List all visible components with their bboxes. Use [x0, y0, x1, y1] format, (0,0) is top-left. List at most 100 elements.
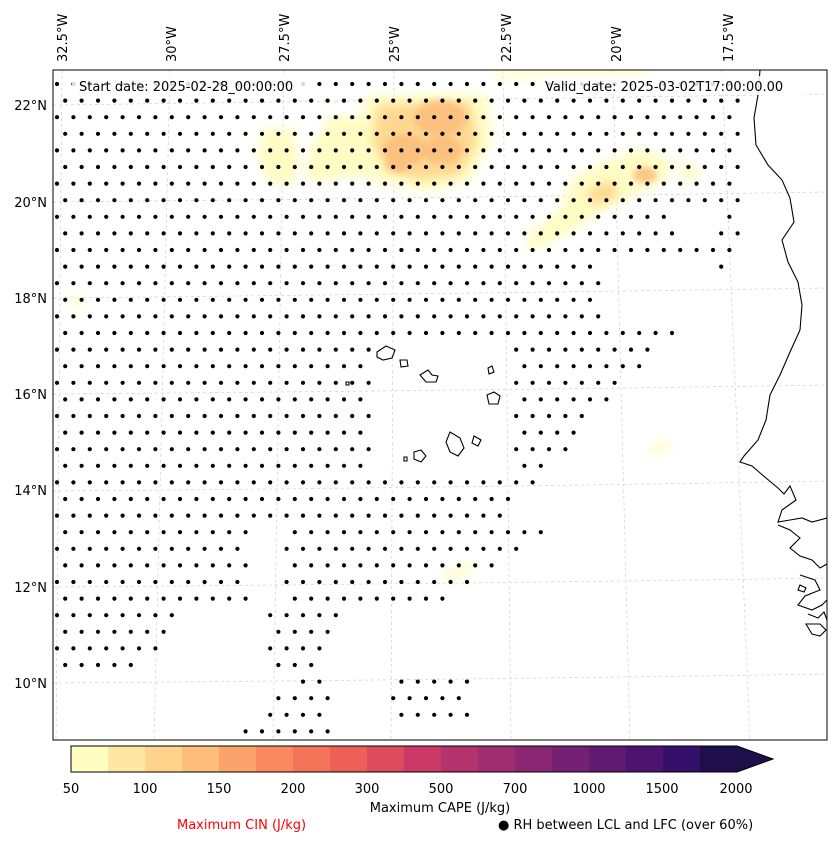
rh-dot — [358, 98, 363, 103]
rh-dot — [309, 330, 314, 336]
rh-dot — [186, 247, 191, 253]
rh-dot — [555, 198, 560, 203]
rh-dot — [284, 546, 289, 551]
rh-dot — [538, 463, 543, 468]
rh-dot — [587, 297, 593, 302]
rh-dot — [284, 579, 289, 585]
rh-dot — [284, 447, 289, 452]
rh-dot — [210, 563, 215, 568]
rh-dot — [489, 198, 494, 203]
rh-dot — [604, 231, 609, 236]
rh-dot — [341, 231, 347, 236]
rh-dot — [473, 198, 478, 203]
rh-dot — [391, 530, 396, 535]
rh-dot — [112, 297, 117, 302]
rh-dot — [251, 247, 256, 253]
rh-dot — [227, 496, 232, 502]
rh-dot — [382, 247, 388, 253]
rh-dot — [415, 579, 420, 585]
rh-dot — [71, 579, 76, 585]
rh-dot — [719, 264, 724, 269]
rh-dot — [169, 148, 174, 153]
rh-dot — [555, 264, 560, 269]
rh-dot — [579, 347, 584, 352]
rh-dot — [456, 131, 461, 136]
rh-dot — [366, 447, 371, 452]
rh-dot — [391, 563, 396, 568]
rh-dot — [530, 281, 535, 286]
rh-dot — [63, 164, 68, 170]
rh-dot — [104, 546, 109, 551]
rh-dot — [423, 198, 429, 203]
rh-dot — [243, 397, 248, 402]
rh-dot — [350, 447, 355, 452]
lon-label-32-5w: 32.5°W — [56, 14, 71, 62]
rh-dot — [120, 380, 125, 385]
rh-dot — [448, 247, 453, 253]
rh-dot — [227, 264, 232, 269]
rh-dot — [456, 231, 461, 236]
rh-dot — [366, 546, 371, 551]
rh-dot — [276, 662, 281, 668]
rh-dot — [579, 281, 584, 286]
rh-dot — [243, 164, 248, 170]
rh-dot — [341, 297, 347, 302]
rh-dot — [661, 214, 666, 219]
rh-dot — [186, 546, 191, 551]
rh-dot — [120, 447, 125, 452]
rh-dot — [235, 247, 240, 253]
rh-dot — [95, 563, 101, 568]
rh-dot — [415, 281, 420, 286]
rh-dot — [87, 214, 92, 219]
rh-dot — [194, 397, 199, 402]
rh-dot — [309, 131, 314, 136]
rh-dot — [374, 98, 379, 103]
rh-dot — [702, 131, 707, 136]
rh-dot — [407, 696, 412, 701]
rh-dot — [653, 131, 658, 136]
rh-dot — [169, 214, 174, 219]
rh-dot — [71, 281, 76, 286]
rh-dot — [268, 480, 273, 485]
rh-dot — [186, 447, 191, 452]
rh-dot — [112, 98, 117, 103]
rh-dot — [399, 579, 404, 585]
rh-dot — [571, 264, 576, 269]
rh-dot — [317, 613, 322, 618]
rh-dot — [579, 181, 584, 186]
rh-dot — [423, 98, 429, 103]
cape-colorbar — [70, 745, 775, 773]
rh-dot — [71, 247, 76, 253]
rh-dot — [374, 198, 379, 203]
rh-dot — [391, 330, 396, 336]
rh-dot — [300, 546, 306, 551]
rh-dot — [227, 430, 232, 435]
rh-dot — [678, 247, 683, 253]
rh-dot — [194, 463, 199, 468]
rh-dot — [300, 281, 306, 286]
start-date-label: Start date: 2025-02-28_00:00:00 — [79, 80, 293, 95]
rh-dot — [489, 563, 494, 568]
rh-dot — [292, 729, 297, 734]
rh-dot — [79, 596, 84, 601]
rh-dot — [382, 281, 388, 286]
rh-dot — [522, 463, 527, 468]
rh-dot — [161, 364, 166, 369]
rh-dot — [325, 496, 330, 502]
rh-dot — [120, 347, 125, 352]
rh-dot — [366, 347, 371, 352]
rh-dot — [104, 380, 109, 385]
rh-dot — [489, 264, 494, 269]
rh-dot — [136, 447, 142, 452]
rh-dot — [120, 181, 125, 186]
rh-dot — [210, 297, 215, 302]
rh-dot — [243, 330, 248, 336]
rh-dot — [300, 115, 306, 120]
rh-dot — [423, 164, 429, 170]
colorbar-extend-arrow — [737, 746, 773, 772]
rh-dot — [95, 131, 101, 136]
rh-dot — [120, 480, 125, 485]
rh-dot — [637, 131, 642, 136]
rh-dot — [366, 480, 371, 485]
rh-dot — [218, 214, 224, 219]
